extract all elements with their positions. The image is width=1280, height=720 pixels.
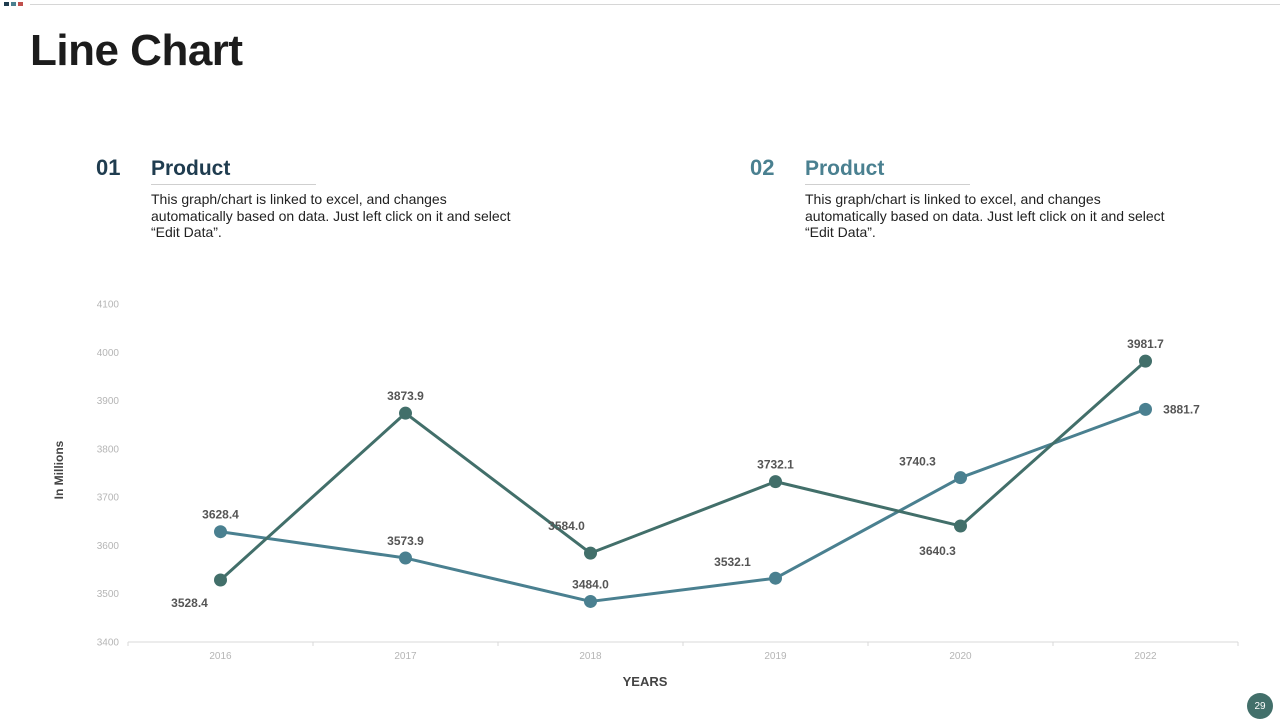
series-2-point [1139, 402, 1152, 416]
block-heading: Product [805, 157, 970, 185]
series-1-line [219, 360, 1147, 582]
series-2-data-label: 3628.4 [202, 508, 239, 522]
y-axis-title: In Millions [52, 440, 66, 500]
page-number-badge: 29 [1247, 693, 1273, 719]
y-tick-label: 3400 [97, 638, 120, 649]
y-tick-label: 3500 [97, 589, 120, 600]
series-1-data-label: 3981.7 [1127, 337, 1164, 351]
x-axis-title: YEARS [622, 674, 668, 689]
block-heading: Product [151, 157, 316, 185]
series-1-point [584, 546, 597, 560]
series-1-data-label: 3584.0 [548, 519, 585, 533]
series-2-data-label: 3484.0 [572, 577, 609, 591]
block-description: This graph/chart is linked to excel, and… [151, 191, 511, 240]
series-1-data-label: 3528.4 [171, 596, 208, 610]
block-number: 02 [750, 155, 775, 180]
x-tick-label: 2019 [764, 651, 787, 662]
series-1-data-label: 3640.3 [919, 544, 956, 558]
series-1-point [769, 475, 782, 489]
block-number: 01 [96, 155, 121, 180]
series-2-data-label: 3740.3 [899, 455, 936, 469]
page-title: Line Chart [30, 26, 243, 75]
series-1-point [1139, 354, 1152, 368]
y-tick-label: 3900 [97, 396, 120, 407]
series-2-data-label: 3532.1 [714, 555, 751, 569]
corner-mark-1 [4, 2, 9, 6]
y-tick-label: 3600 [97, 541, 120, 552]
series-1-data-label: 3873.9 [387, 389, 424, 403]
series-1-data-label: 3732.1 [757, 458, 794, 472]
x-tick-label: 2022 [1134, 651, 1157, 662]
y-tick-label: 3700 [97, 493, 120, 504]
corner-mark-3 [18, 2, 23, 6]
x-tick-label: 2016 [209, 651, 232, 662]
corner-mark-2 [11, 2, 16, 6]
y-tick-label: 3800 [97, 444, 120, 455]
series-2-data-label: 3573.9 [387, 534, 424, 548]
x-tick-label: 2020 [949, 651, 972, 662]
series-2-point [584, 594, 597, 608]
series-2-point [214, 525, 227, 539]
y-tick-label: 4000 [97, 348, 120, 359]
y-tick-label: 4100 [97, 300, 120, 311]
corner-marks [4, 2, 23, 6]
series-2-data-label: 3881.7 [1163, 402, 1200, 416]
series-2-point [769, 571, 782, 585]
x-tick-label: 2018 [579, 651, 602, 662]
series-1-point [399, 406, 412, 420]
block-description: This graph/chart is linked to excel, and… [805, 191, 1165, 240]
series-2-line [220, 408, 1147, 603]
series-1-point [954, 519, 967, 533]
series-1-point [214, 573, 227, 587]
series-2-point [399, 551, 412, 565]
top-rule [30, 4, 1280, 5]
x-tick-label: 2017 [394, 651, 417, 662]
series-2-point [954, 471, 967, 485]
